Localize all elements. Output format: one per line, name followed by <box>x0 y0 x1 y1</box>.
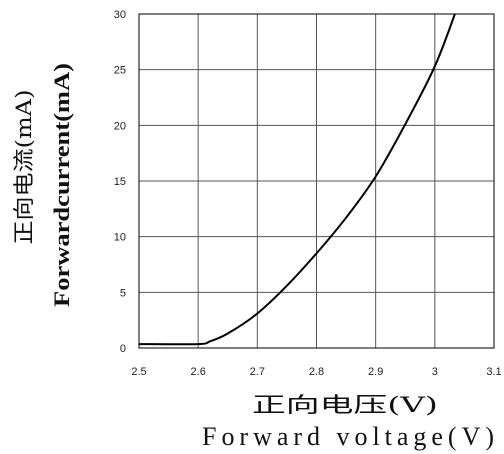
y-tick-label: 10 <box>114 232 126 244</box>
y-tick-label: 0 <box>120 343 126 355</box>
grid <box>139 14 494 348</box>
x-tick-label: 2.7 <box>250 366 265 378</box>
y-axis-label-cn: 正向电流(mA) <box>12 90 36 245</box>
y-tick-label: 20 <box>114 120 126 132</box>
x-tick-label: 2.5 <box>131 366 146 378</box>
y-tick-label: 30 <box>114 9 126 21</box>
x-axis-label-cn: 正向电压(V) <box>252 393 438 417</box>
y-tick-label: 5 <box>120 287 126 299</box>
x-axis-label-en: Forward voltage(V) <box>202 422 494 451</box>
x-tick-labels: 2.5 2.6 2.7 2.8 2.9 3 3.1 <box>131 366 501 378</box>
y-axis-label-en: Forwardcurrent(mA) <box>49 63 74 307</box>
series-line <box>139 14 455 344</box>
y-tick-label: 25 <box>114 65 126 77</box>
y-tick-label: 15 <box>114 176 126 188</box>
x-tick-label: 2.9 <box>368 366 383 378</box>
x-tick-label: 2.8 <box>309 366 324 378</box>
x-tick-label: 3.1 <box>486 366 501 378</box>
x-tick-label: 2.6 <box>191 366 206 378</box>
x-tick-label: 3 <box>432 366 438 378</box>
y-tick-labels: 0 5 10 15 20 25 30 <box>114 9 126 355</box>
